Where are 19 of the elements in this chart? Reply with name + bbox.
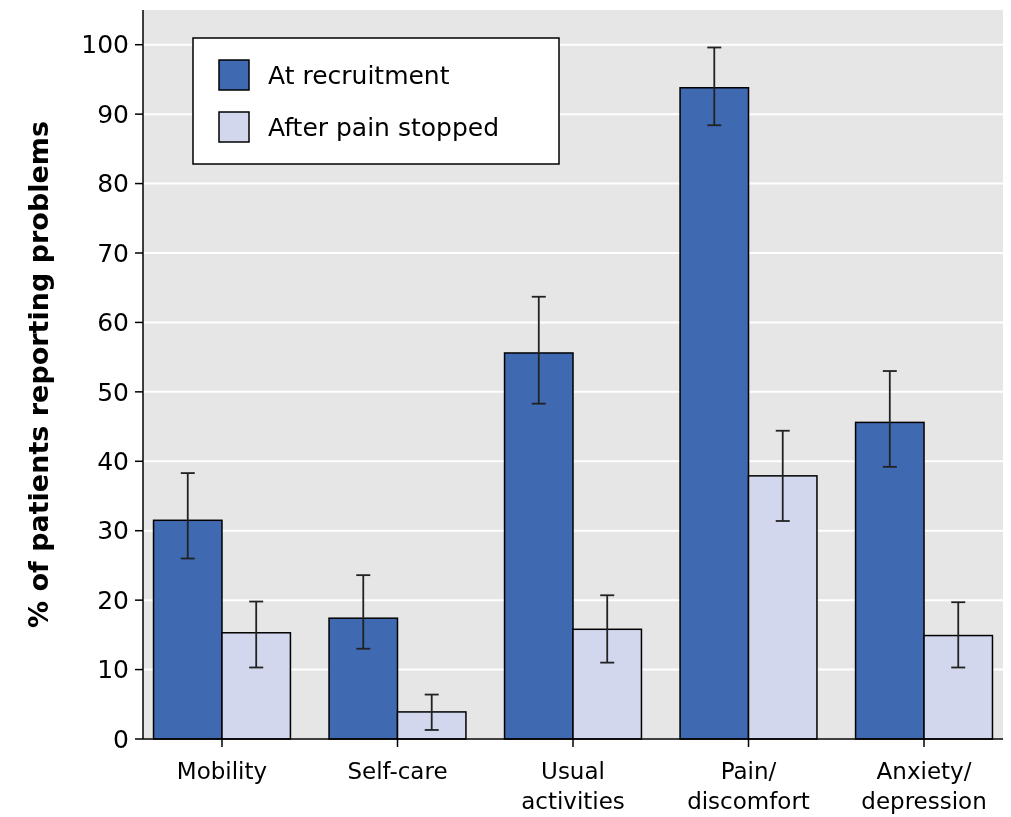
x-tick-label: Mobility	[176, 758, 268, 784]
x-tick-label: Anxiety/ depression	[861, 758, 987, 814]
y-tick-label: 80	[97, 169, 129, 199]
y-axis-title: % of patients reporting problems	[23, 121, 54, 628]
y-tick-label: 30	[97, 516, 129, 546]
x-tick-label: Self-care	[347, 758, 448, 784]
y-tick-label: 10	[97, 655, 129, 685]
y-tick-label: 0	[113, 724, 129, 754]
x-tick-label: Usual activities	[521, 758, 625, 814]
legend-label: After pain stopped	[268, 113, 500, 142]
legend-label: At recruitment	[268, 61, 450, 90]
x-tick-label: Pain/ discomfort	[687, 758, 810, 814]
y-tick-label: 90	[97, 99, 129, 129]
y-tick-label: 100	[81, 30, 129, 60]
y-tick-label: 60	[97, 308, 129, 338]
y-tick-label: 70	[97, 238, 129, 268]
y-tick-label: 40	[97, 447, 129, 477]
y-tick-label: 20	[97, 585, 129, 615]
y-tick-label: 50	[97, 377, 129, 407]
